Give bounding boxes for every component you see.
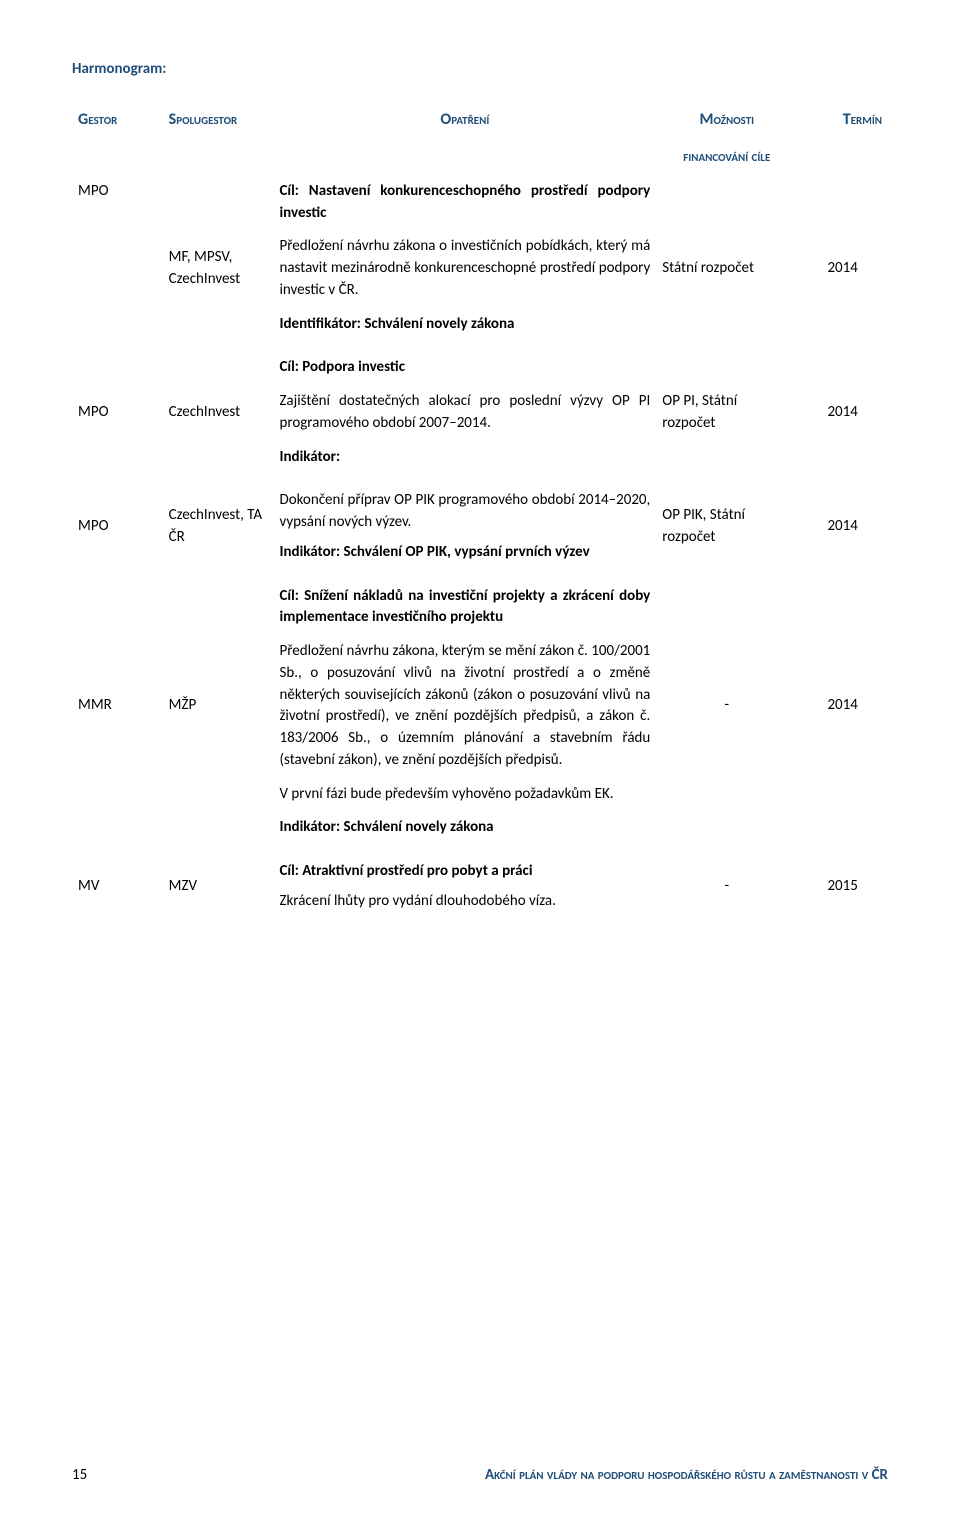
- header-spolugestor: Spolugestor: [163, 106, 274, 147]
- cell-spolugestor: MF, MPSV, CzechInvest: [163, 230, 274, 307]
- cell-indicator: Indikátor: Schválení novely zákona: [273, 811, 656, 845]
- cell-spolugestor: CzechInvest, TA ČR: [163, 484, 274, 569]
- table-row: MMR MŽP Předložení návrhu zákona, kterým…: [72, 635, 888, 778]
- table-subheader-row: financování cíle: [72, 147, 888, 175]
- table-row: Identifikátor: Schválení novely zákona: [72, 308, 888, 342]
- cell-text: Dokončení příprav OP PIK programového ob…: [279, 490, 650, 534]
- cell-text-block: Dokončení příprav OP PIK programového ob…: [273, 484, 656, 569]
- cell-goal: Cíl: Nastavení konkurenceschopného prost…: [273, 175, 656, 231]
- cell-spolugestor: MŽP: [163, 635, 274, 778]
- cell-indicator: Indikátor:: [273, 441, 656, 475]
- table-row: MPO Cíl: Nastavení konkurenceschopného p…: [72, 175, 888, 231]
- cell-term: 2014: [797, 230, 888, 307]
- table-header-row: Gestor Spolugestor Opatření Možnosti Ter…: [72, 106, 888, 147]
- header-gestor: Gestor: [72, 106, 163, 147]
- header-moznosti: Možnosti: [656, 106, 797, 147]
- section-title: Harmonogram:: [72, 60, 888, 78]
- table-row: MPO CzechInvest, TA ČR Dokončení příprav…: [72, 484, 888, 569]
- cell-text: V první fázi bude především vyhověno pož…: [273, 778, 656, 812]
- cell-financing: OP PIK, Státní rozpočet: [656, 484, 797, 569]
- page-footer: 15 Akční plán vlády na podporu hospodářs…: [72, 1466, 888, 1484]
- cell-term: 2015: [797, 855, 888, 919]
- cell-gestor: MPO: [72, 484, 163, 569]
- cell-financing: -: [656, 635, 797, 778]
- cell-indicator: Identifikátor: Schválení novely zákona: [273, 308, 656, 342]
- cell-term: 2014: [797, 635, 888, 778]
- cell-financing: Státní rozpočet: [656, 230, 797, 307]
- cell-financing: -: [656, 855, 797, 919]
- cell-goal: Cíl: Atraktivní prostředí pro pobyt a pr…: [279, 861, 650, 883]
- table-row: MV MZV Cíl: Atraktivní prostředí pro pob…: [72, 855, 888, 919]
- table-row: MF, MPSV, CzechInvest Předložení návrhu …: [72, 230, 888, 307]
- page-number: 15: [72, 1466, 87, 1484]
- header-financovani: financování cíle: [656, 147, 797, 175]
- table-row: V první fázi bude především vyhověno pož…: [72, 778, 888, 812]
- cell-gestor: MPO: [72, 175, 163, 231]
- cell-text: Předložení návrhu zákona, kterým se mění…: [273, 635, 656, 778]
- page: Harmonogram: Gestor Spolugestor Opatření…: [0, 0, 960, 1518]
- schedule-table: Gestor Spolugestor Opatření Možnosti Ter…: [72, 106, 888, 919]
- cell-indicator: Indikátor: Schválení OP PIK, vypsání prv…: [279, 542, 650, 564]
- cell-text: Zkrácení lhůty pro vydání dlouhodobého v…: [279, 891, 650, 913]
- header-termin: Termín: [797, 106, 888, 147]
- cell-goal: Cíl: Podpora investic: [273, 351, 656, 385]
- cell-gestor: MV: [72, 855, 163, 919]
- table-row: Indikátor:: [72, 441, 888, 475]
- table-row: Indikátor: Schválení novely zákona: [72, 811, 888, 845]
- cell-text: Předložení návrhu zákona o investičních …: [273, 230, 656, 307]
- cell-spolugestor: CzechInvest: [163, 385, 274, 441]
- table-row: Cíl: Snížení nákladů na investiční proje…: [72, 580, 888, 636]
- cell-term: 2014: [797, 484, 888, 569]
- header-opatreni: Opatření: [273, 106, 656, 147]
- cell-goal: Cíl: Snížení nákladů na investiční proje…: [273, 580, 656, 636]
- cell-financing: OP PI, Státní rozpočet: [656, 385, 797, 441]
- cell-text: Zajištění dostatečných alokací pro posle…: [273, 385, 656, 441]
- cell-gestor: MMR: [72, 635, 163, 778]
- footer-title: Akční plán vlády na podporu hospodářskéh…: [485, 1466, 888, 1484]
- table-row: MPO CzechInvest Zajištění dostatečných a…: [72, 385, 888, 441]
- cell-gestor: MPO: [72, 385, 163, 441]
- cell-term: 2014: [797, 385, 888, 441]
- cell-text-block: Cíl: Atraktivní prostředí pro pobyt a pr…: [273, 855, 656, 919]
- cell-spolugestor: MZV: [163, 855, 274, 919]
- table-row: Cíl: Podpora investic: [72, 351, 888, 385]
